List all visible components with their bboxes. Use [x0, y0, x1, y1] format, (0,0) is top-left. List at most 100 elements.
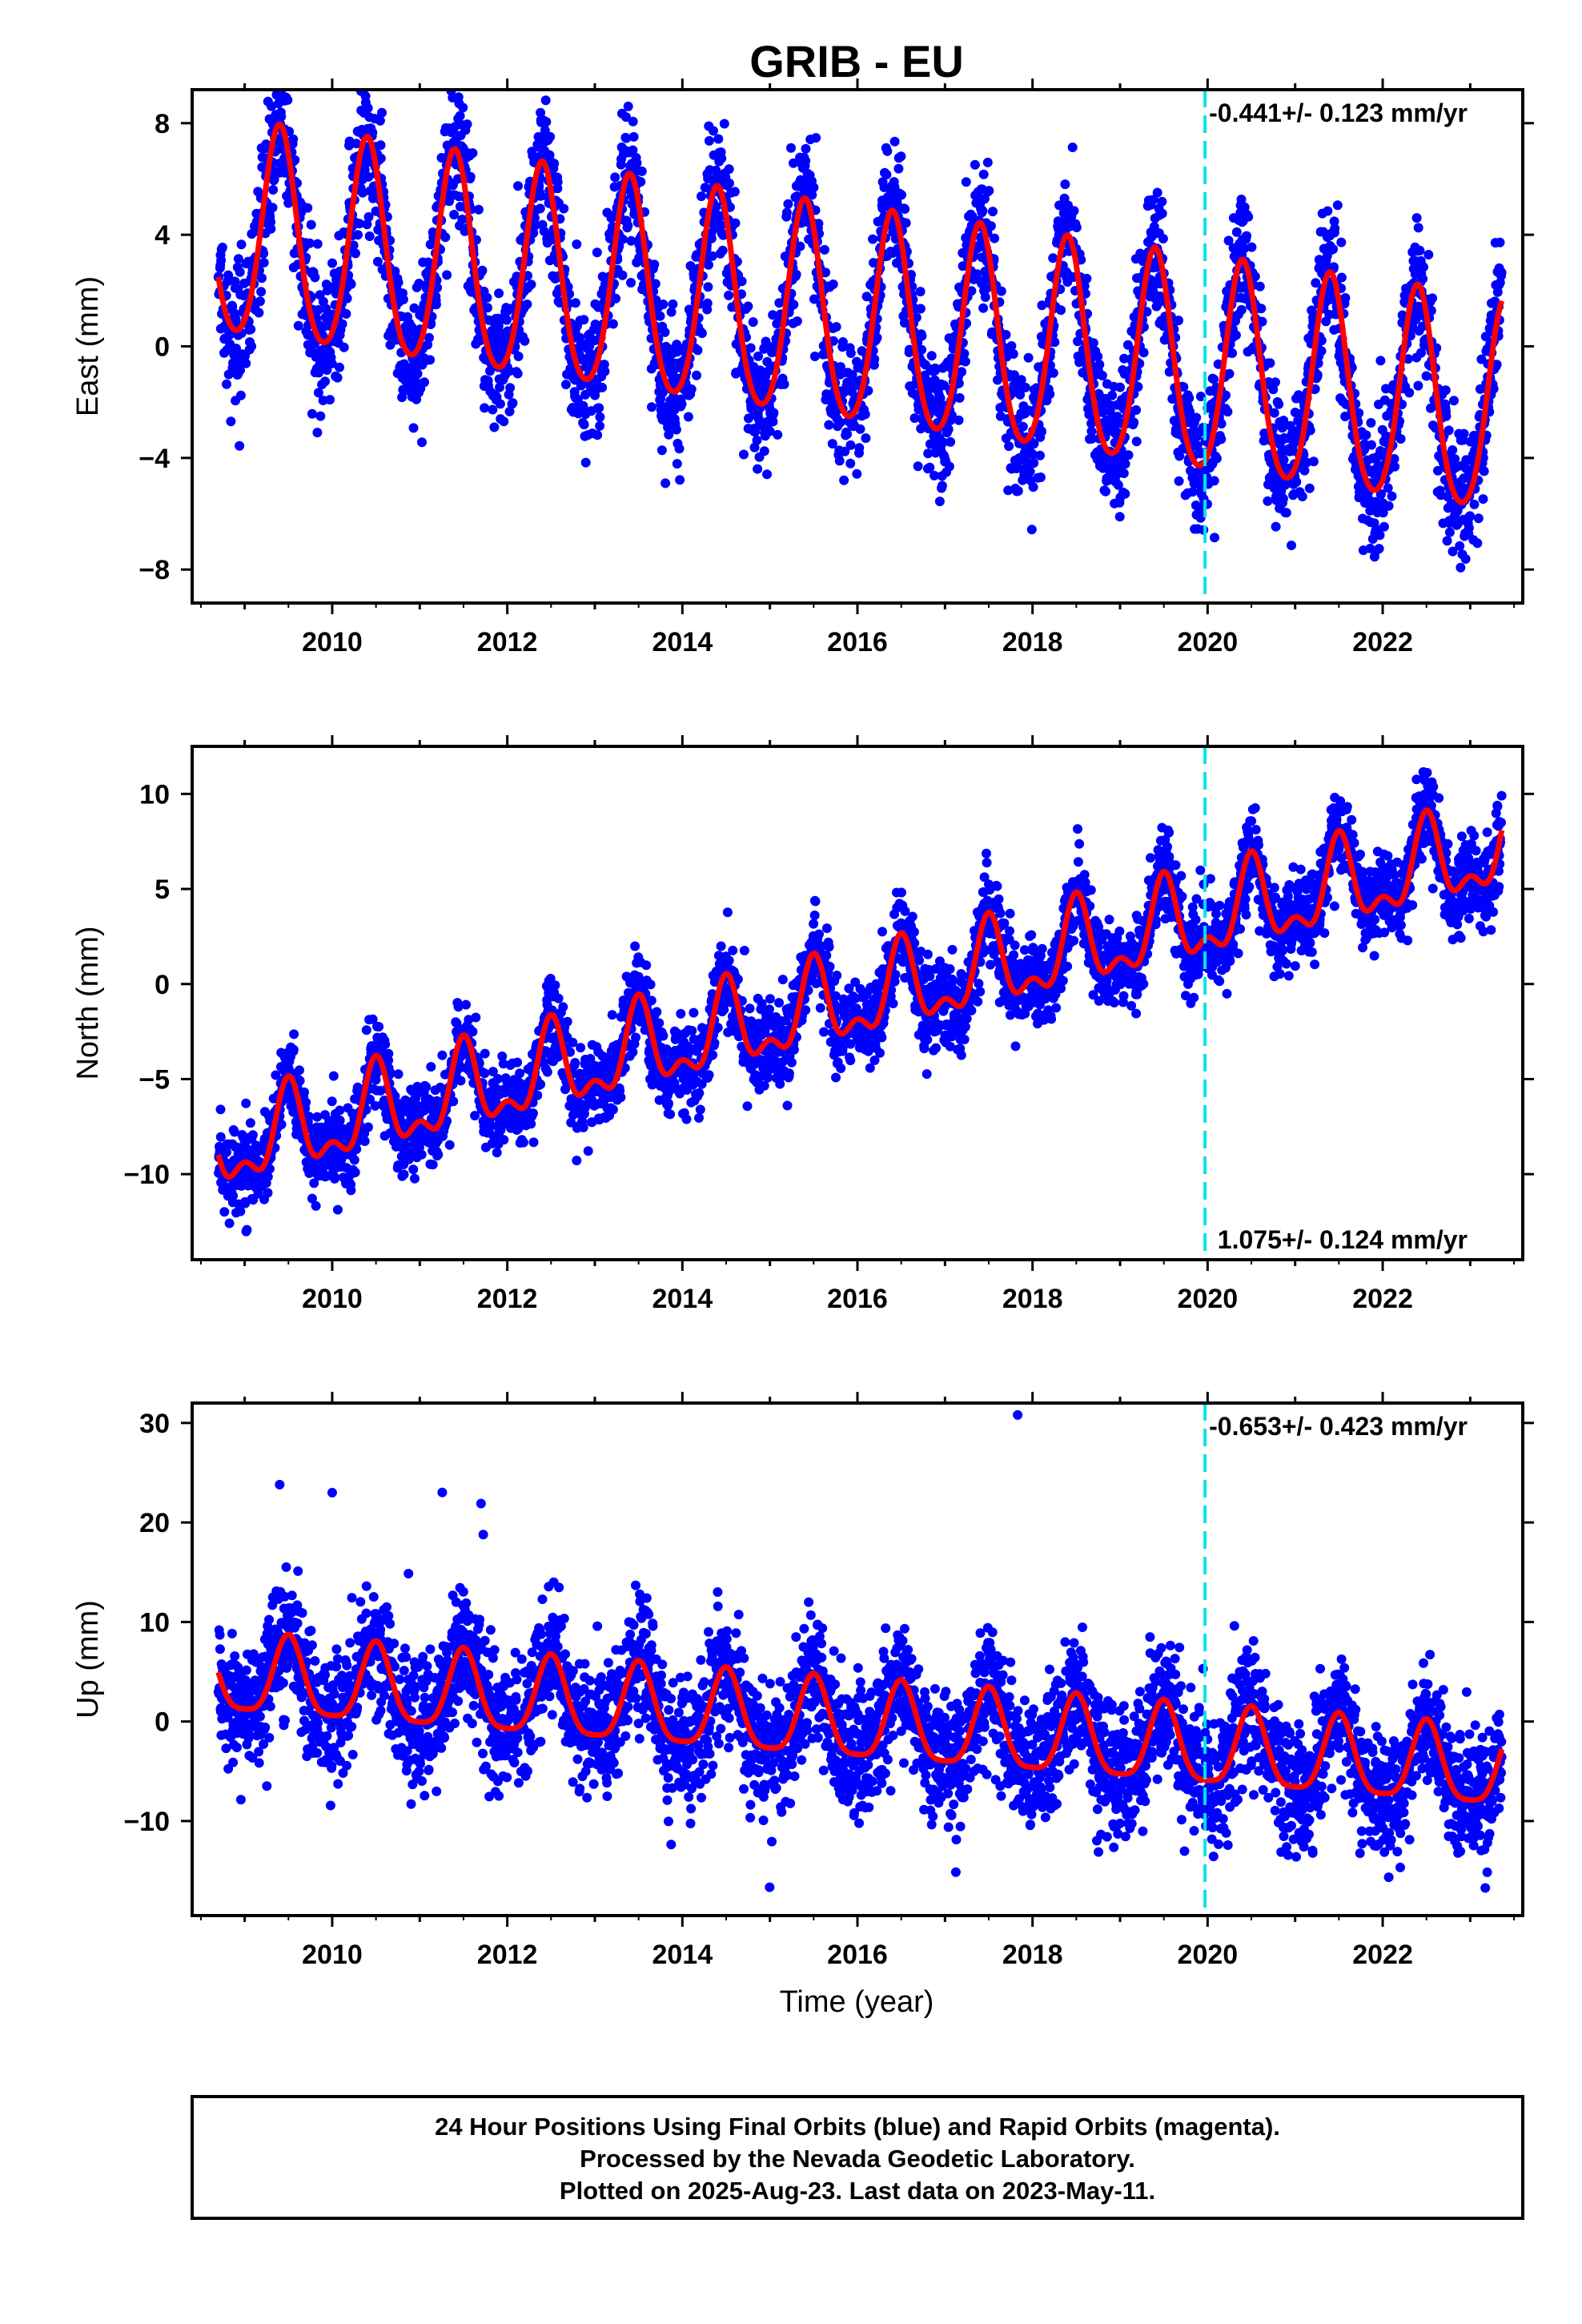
data-point — [495, 399, 505, 409]
data-point — [263, 1188, 273, 1198]
data-points — [214, 767, 1507, 1236]
velocity-rate-label: -0.441+/- 0.123 mm/yr — [1209, 99, 1468, 127]
x-tick-label: 2018 — [1002, 627, 1063, 657]
data-point — [312, 428, 323, 438]
data-point — [306, 219, 316, 230]
data-point — [702, 298, 713, 308]
data-point — [1404, 388, 1415, 398]
data-point — [440, 232, 451, 243]
data-point — [636, 166, 647, 176]
data-point — [337, 319, 347, 329]
data-point — [1187, 487, 1198, 497]
data-point — [915, 304, 926, 314]
data-point — [288, 134, 299, 144]
data-point — [397, 392, 408, 403]
data-point — [1456, 562, 1466, 573]
data-point — [719, 119, 729, 129]
data-point — [824, 420, 834, 430]
data-point — [351, 248, 360, 259]
data-point — [961, 177, 971, 187]
data-point — [483, 303, 492, 313]
data-point — [595, 420, 605, 431]
data-point — [686, 384, 697, 394]
data-point — [1131, 405, 1142, 415]
data-point — [528, 228, 539, 238]
data-point — [1114, 512, 1125, 522]
data-point — [769, 408, 779, 418]
data-point — [559, 203, 569, 214]
data-point — [934, 497, 945, 507]
data-point — [1374, 544, 1384, 554]
data-point — [656, 445, 667, 456]
data-point — [1001, 330, 1011, 340]
data-point — [1037, 426, 1047, 436]
data-point — [545, 131, 556, 142]
data-point — [1379, 521, 1389, 532]
data-point — [717, 153, 727, 163]
data-point — [636, 177, 646, 187]
data-point — [661, 478, 671, 489]
data-point — [861, 433, 871, 444]
data-point — [1060, 179, 1070, 190]
data-point — [752, 435, 762, 445]
data-point — [1495, 237, 1505, 247]
data-point — [704, 259, 713, 270]
data-point — [1323, 206, 1333, 216]
data-point — [608, 319, 618, 329]
data-point — [1035, 450, 1045, 460]
data-point — [1473, 513, 1484, 524]
data-point — [839, 475, 849, 485]
data-point — [425, 355, 436, 365]
plot-area — [213, 68, 1507, 573]
data-point — [626, 235, 636, 246]
data-point — [946, 436, 956, 447]
data-point — [328, 1071, 339, 1081]
data-point — [375, 115, 385, 126]
data-point — [335, 1105, 345, 1116]
data-point — [1120, 459, 1130, 469]
data-point — [677, 399, 687, 409]
data-point — [346, 1185, 356, 1196]
data-point — [235, 267, 245, 277]
data-point — [1415, 245, 1425, 255]
data-point — [1413, 380, 1423, 391]
data-point — [380, 1039, 391, 1049]
data-point — [241, 1098, 251, 1108]
data-point — [1427, 293, 1438, 304]
data-point — [1223, 407, 1233, 417]
data-point — [1157, 196, 1167, 207]
data-point — [235, 390, 246, 400]
data-point — [978, 303, 989, 313]
data-point — [247, 1130, 258, 1140]
data-point — [1444, 527, 1455, 537]
data-point — [269, 175, 279, 185]
data-point — [432, 283, 443, 293]
data-point — [1093, 352, 1103, 362]
data-point — [488, 404, 498, 415]
data-point — [709, 126, 718, 136]
data-point — [361, 1025, 371, 1035]
data-point — [725, 178, 734, 188]
data-point — [520, 336, 530, 346]
data-point — [970, 159, 980, 170]
data-point — [255, 296, 265, 307]
data-point — [1278, 493, 1288, 504]
data-point — [1464, 523, 1474, 533]
data-point — [984, 186, 994, 196]
data-point — [257, 273, 267, 283]
data-point — [303, 203, 313, 213]
data-point — [869, 354, 880, 364]
data-point — [236, 239, 247, 250]
data-point — [759, 446, 769, 456]
data-point — [666, 307, 677, 317]
data-point — [504, 406, 515, 416]
data-point — [364, 231, 375, 241]
data-point — [267, 68, 276, 78]
data-point — [572, 239, 582, 249]
data-point — [697, 328, 707, 339]
data-point — [541, 117, 552, 127]
data-point — [1006, 341, 1017, 351]
data-point — [1138, 348, 1149, 358]
data-point — [480, 403, 490, 413]
y-tick-label: −4 — [139, 444, 170, 474]
